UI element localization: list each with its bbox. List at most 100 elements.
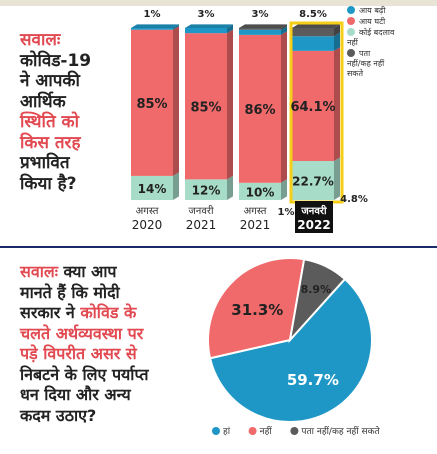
pie-value-label: 59.7% xyxy=(287,371,339,389)
bar-value-label: 1% xyxy=(144,9,161,20)
bar-segment-blue xyxy=(185,28,227,34)
question-1-line: किस तरह xyxy=(20,132,81,153)
question-2-line: पड़े विपरीत असर से xyxy=(20,344,137,363)
question-1-line: किया है? xyxy=(20,173,77,194)
bar-value-label: 22.7% xyxy=(292,174,334,188)
category-label-month: अगस्त xyxy=(244,206,267,217)
legend-dot-red xyxy=(347,17,355,25)
bar-value-label: 1% xyxy=(278,207,295,218)
bar-segment-red xyxy=(131,29,173,176)
bar-segment-red xyxy=(239,34,281,183)
pie-slice-red xyxy=(207,257,306,360)
bar-side-teal xyxy=(173,172,179,200)
legend-label: सकते xyxy=(347,68,364,78)
bar-segment-blue xyxy=(239,29,281,35)
bar-side-blue xyxy=(227,24,233,34)
category-label-bg xyxy=(295,201,333,233)
legend-label: हां xyxy=(223,426,231,437)
bar-segment-red xyxy=(185,33,227,180)
legend-dot-gray xyxy=(347,49,355,57)
category-label-year: 2021 xyxy=(240,218,271,232)
question-1-line: स्थिति को xyxy=(20,112,80,132)
bar-segment-gray xyxy=(239,28,281,30)
top-strip xyxy=(0,0,437,6)
bar-value-label: 14% xyxy=(138,182,167,196)
category-label-month: जनवरी xyxy=(188,205,214,217)
category-label-year: 2021 xyxy=(186,218,217,232)
bar-segment-teal xyxy=(239,182,281,200)
legend-label: कोई बदलाव xyxy=(359,27,395,37)
bar-side-teal xyxy=(281,179,287,200)
bar-top xyxy=(185,24,233,28)
legend-label: पता xyxy=(359,49,371,58)
legend-label: आय बढ़ी xyxy=(359,5,386,15)
bar-side-red xyxy=(334,47,340,161)
question-2-line: क्या आप xyxy=(63,262,117,281)
legend-label: नहीं/कह नहीं xyxy=(347,58,385,68)
question-2-prefix: सवालः xyxy=(20,262,58,281)
bar-value-label: 86% xyxy=(244,103,275,118)
bar-value-label: 3% xyxy=(252,9,269,20)
bar-segment-blue xyxy=(131,28,173,30)
bar-value-label: 8.5% xyxy=(299,9,327,20)
legend-label: पता नहीं/कह नहीं सकते xyxy=(301,425,380,437)
bar-side-blue xyxy=(334,32,340,51)
bar-chart: 14%85%1%अगस्त202012%85%3%जनवरी202110%86%… xyxy=(131,5,395,233)
legend-label: आय घटी xyxy=(359,16,386,26)
legend-dot-teal xyxy=(347,28,355,36)
pie-value-label: 8.9% xyxy=(301,283,332,296)
category-label-month: अगस्त xyxy=(136,206,159,217)
question-1-line: ने आपकी xyxy=(20,71,80,91)
question-2-line: धन दिया और अन्य xyxy=(20,385,131,404)
bar-segment-blue xyxy=(292,36,334,51)
bar-value-label: 4.8% xyxy=(340,194,368,205)
pie-slice-blue xyxy=(208,277,373,423)
question-1: सवालः कोविड-19 ने आपकी आर्थिक स्थिति को … xyxy=(20,30,140,194)
pie-slice-gray xyxy=(288,258,347,344)
bar-side-teal xyxy=(227,175,233,200)
bar-side-teal xyxy=(334,157,340,200)
question-2-line: सरकार ने xyxy=(20,303,75,322)
bar-value-label: 85% xyxy=(136,97,167,112)
bar-value-label: 85% xyxy=(190,100,221,115)
bar-value-label: 64.1% xyxy=(290,100,335,115)
bar-side-blue xyxy=(173,24,179,30)
bar-segment-red xyxy=(292,50,334,161)
bar-side-red xyxy=(281,31,287,183)
legend-dot-red xyxy=(248,427,257,435)
bar-value-label: 3% xyxy=(198,9,215,20)
bar-segment-teal xyxy=(292,160,334,200)
section-divider xyxy=(0,246,437,248)
question-2-line: निबटने के लिए पर्याप्त xyxy=(20,364,149,384)
question-1-line: कोविड-19 xyxy=(20,50,92,71)
bar-segment-teal xyxy=(185,179,227,200)
question-1-prefix: सवालः xyxy=(20,30,61,50)
category-label-month: जनवरी xyxy=(300,204,327,217)
legend-dot-gray xyxy=(290,427,299,435)
question-2: सवालः क्या आप मानते हैं कि मोदी सरकार ने… xyxy=(20,262,220,426)
category-label-year: 2020 xyxy=(132,218,163,232)
bar-side-gray xyxy=(281,24,287,30)
question-2-line: कोविड के xyxy=(80,303,137,322)
question-2-line: चलते अर्थव्यवस्था पर xyxy=(20,323,144,343)
legend-label: नहीं xyxy=(347,37,359,47)
question-2-line: कदम उठाए? xyxy=(20,405,97,425)
bar-side-blue xyxy=(281,26,287,35)
bar-segment-gray xyxy=(292,28,334,37)
bar-side-gray xyxy=(334,24,340,37)
legend-label: नहीं xyxy=(260,425,273,437)
question-2-line: मानते हैं कि मोदी xyxy=(20,282,120,302)
question-1-line: आर्थिक xyxy=(20,91,66,112)
bar-side-red xyxy=(227,29,233,180)
bar-top xyxy=(131,24,179,28)
bar-value-label: 12% xyxy=(192,184,221,198)
category-label-year: 2022 xyxy=(297,218,330,232)
bar-top xyxy=(292,24,340,28)
bar-value-label: 10% xyxy=(246,185,275,199)
legend-dot-blue xyxy=(212,427,220,435)
question-1-line: प्रभावित xyxy=(20,153,70,173)
bar-top xyxy=(239,24,287,28)
bar-side-red xyxy=(173,26,179,176)
bar-segment-teal xyxy=(131,175,173,200)
pie-value-label: 31.3% xyxy=(231,301,283,319)
